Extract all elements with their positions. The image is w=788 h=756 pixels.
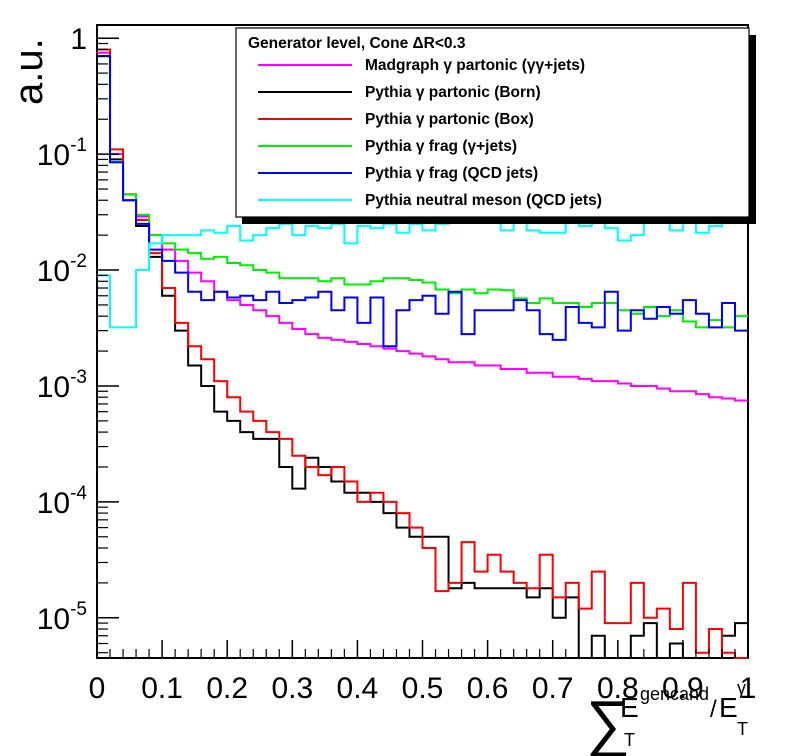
x-label-num-main: E — [620, 692, 639, 723]
x-tick-label: 0.5 — [402, 672, 444, 705]
x-tick-label: 0.4 — [337, 672, 379, 705]
y-tick-exponent: -2 — [70, 251, 87, 272]
y-tick-label: 10-5 — [37, 599, 87, 636]
y-tick-base: 10 — [37, 603, 70, 636]
x-label-den-sub: T — [737, 719, 748, 739]
y-tick-label: 10-3 — [37, 367, 87, 404]
legend-entries: Madgraph γ partonic (γγ+jets) Pythia γ pa… — [258, 57, 602, 209]
y-tick-base: 1 — [70, 23, 87, 56]
x-tick-label: 0.9 — [662, 672, 704, 705]
x-tick-label: 0.6 — [467, 672, 509, 705]
x-label-num-sup: gencand — [640, 684, 709, 704]
y-tick-exponent: -4 — [70, 483, 87, 504]
series-line-4 — [97, 55, 748, 348]
series-line-1 — [97, 55, 748, 659]
y-tick-label: 1 — [70, 23, 87, 56]
legend-entry-label: Pythia γ partonic (Born) — [365, 84, 541, 101]
legend-title: Generator level, Cone ΔR<0.3 — [248, 35, 466, 52]
x-label-slash: / — [710, 696, 717, 723]
x-label-num-sub: T — [624, 730, 635, 750]
x-tick-label: 0 — [89, 672, 106, 705]
y-tick-label: 10-2 — [37, 251, 87, 288]
series-layer — [97, 48, 748, 659]
legend-entry-label: Madgraph γ partonic (γγ+jets) — [365, 57, 585, 74]
legend: Generator level, Cone ΔR<0.3 Madgraph γ … — [235, 27, 756, 224]
x-label-sum: ∑ — [586, 689, 630, 756]
x-tick-label: 0.3 — [271, 672, 313, 705]
y-tick-label: 10-1 — [37, 135, 87, 172]
x-tick-label: 0.7 — [532, 672, 574, 705]
x-tick-label: 0.1 — [141, 672, 183, 705]
x-tick-label: 1 — [740, 672, 757, 705]
series-line-0 — [97, 51, 748, 402]
legend-entry-label: Pythia γ frag (QCD jets) — [365, 165, 538, 182]
axis-layer: 0 0.1 0.2 0.3 0.4 0.5 0.6 0.7 0.8 0.9 1110-110-210… — [37, 23, 757, 705]
x-tick-label: 0.8 — [597, 672, 639, 705]
x-label-den-main: E — [719, 692, 738, 723]
legend-entry-label: Pythia neutral meson (QCD jets) — [365, 192, 602, 209]
x-axis-label: ∑ E gencand T / E γ T — [586, 678, 748, 756]
x-label-den-sup: γ — [737, 678, 746, 698]
series-line-5 — [97, 213, 748, 329]
y-tick-base: 10 — [37, 371, 70, 404]
x-tick-label: 0.2 — [206, 672, 248, 705]
legend-entry-label: Pythia γ partonic (Box) — [365, 111, 534, 128]
y-tick-base: 10 — [37, 139, 70, 172]
y-tick-exponent: -5 — [70, 599, 87, 620]
y-tick-base: 10 — [37, 487, 70, 520]
y-tick-base: 10 — [37, 255, 70, 288]
y-tick-exponent: -1 — [70, 135, 87, 156]
series-line-2 — [97, 48, 748, 659]
y-tick-exponent: -3 — [70, 367, 87, 388]
y-axis-label: a.u. — [7, 38, 51, 105]
y-tick-label: 10-4 — [37, 483, 88, 520]
legend-box — [235, 27, 750, 218]
legend-entry-label: Pythia γ frag (γ+jets) — [365, 138, 517, 155]
